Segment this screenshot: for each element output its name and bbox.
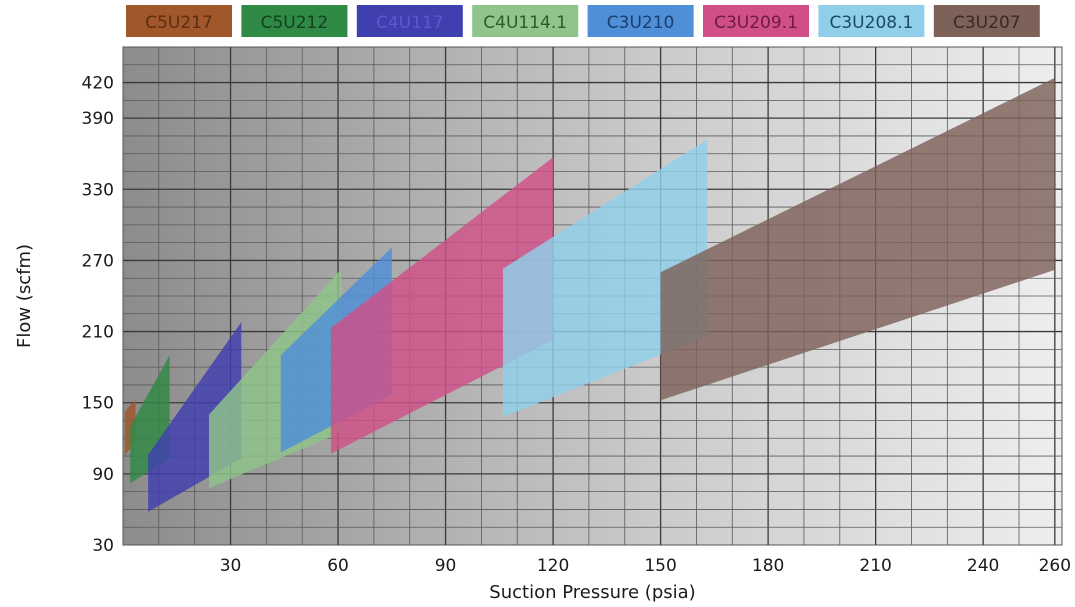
y-tick-label: 150 xyxy=(82,394,114,414)
y-tick-label: 270 xyxy=(82,251,114,271)
series-areas xyxy=(124,77,1055,512)
legend-label: C3U208.1 xyxy=(830,13,914,33)
legend-swatch xyxy=(587,5,694,37)
x-tick-label: 90 xyxy=(435,556,457,576)
legend-swatch xyxy=(472,5,579,37)
legend-label: C3U210 xyxy=(607,13,675,33)
legend-item: C4U114.1 xyxy=(472,5,579,37)
x-axis-title: Suction Pressure (psia) xyxy=(489,582,695,603)
y-tick-label: 210 xyxy=(82,323,114,343)
legend-item: C4U117 xyxy=(356,5,463,37)
x-tick-label: 180 xyxy=(752,556,784,576)
legend-item: C3U210 xyxy=(587,5,694,37)
y-tick-label: 90 xyxy=(92,465,114,485)
legend-item: C3U208.1 xyxy=(818,5,925,37)
legend-swatch xyxy=(356,5,463,37)
y-axis-title: Flow (scfm) xyxy=(14,244,35,348)
axis-ticks: 30 60 90 120 150 180 210 240 260 30 90 150 210 270 330… xyxy=(82,74,1072,576)
x-tick-label: 120 xyxy=(537,556,569,576)
legend-item: C3U209.1 xyxy=(703,5,809,37)
legend-label: C5U212 xyxy=(261,13,329,33)
series-area-c3u208-1 xyxy=(502,139,708,417)
legend-swatch xyxy=(241,5,348,37)
x-tick-label: 210 xyxy=(859,556,891,576)
y-tick-label: 330 xyxy=(82,180,114,200)
legend-item: C5U212 xyxy=(241,5,348,37)
x-tick-label: 30 xyxy=(220,556,242,576)
series-area-c3u207 xyxy=(660,77,1055,401)
y-tick-label: 390 xyxy=(82,109,114,129)
legend-swatch xyxy=(703,5,809,37)
legend-label: C4U114.1 xyxy=(483,13,567,33)
legend-item: C5U217 xyxy=(126,5,232,37)
legend-label: C3U209.1 xyxy=(714,13,798,33)
x-tick-label: 60 xyxy=(327,556,349,576)
series-area-c3u209-1 xyxy=(330,157,554,454)
legend-swatch xyxy=(126,5,232,37)
legend: C5U217 C5U212 C4U117 C4U114.1 C3U210 C3U209.1… xyxy=(126,5,1040,37)
legend-item: C3U207 xyxy=(933,5,1040,37)
y-tick-label: 420 xyxy=(82,74,114,94)
y-tick-label: 30 xyxy=(92,536,114,556)
legend-label: C5U217 xyxy=(145,13,213,33)
legend-label: C3U207 xyxy=(953,13,1021,33)
x-tick-label: 240 xyxy=(967,556,999,576)
legend-swatch xyxy=(818,5,925,37)
legend-swatch xyxy=(933,5,1040,37)
legend-label: C4U117 xyxy=(376,13,444,33)
x-tick-label: 260 xyxy=(1039,556,1071,576)
x-tick-label: 150 xyxy=(644,556,676,576)
